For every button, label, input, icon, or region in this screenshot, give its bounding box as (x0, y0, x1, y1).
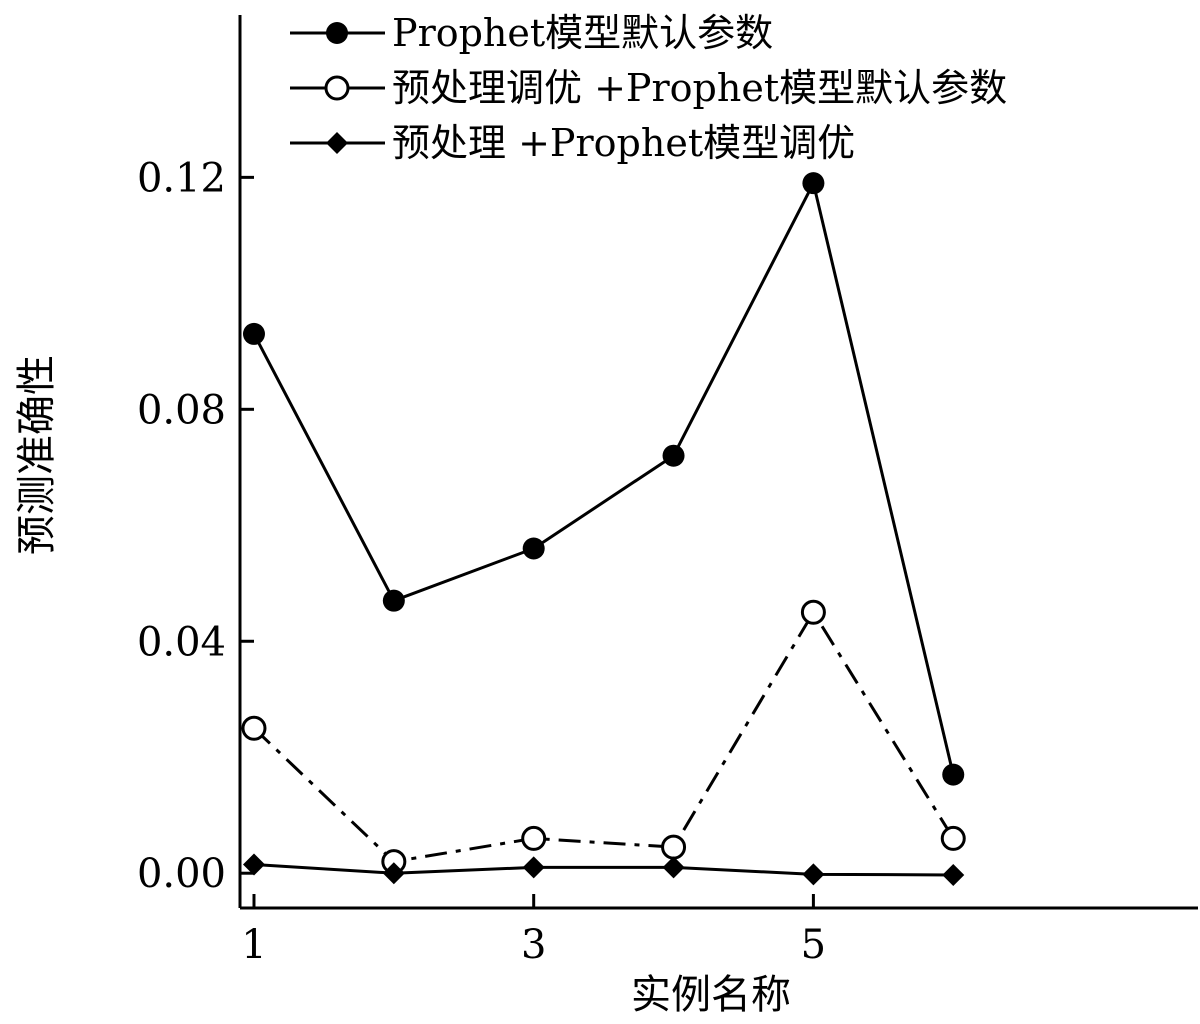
legend-marker (326, 22, 348, 44)
y-axis-title: 预测准确性 (14, 355, 60, 555)
legend-label: 预处理 +Prophet模型调优 (392, 121, 855, 165)
series-1-line (252, 181, 955, 775)
series-1 (242, 172, 965, 786)
series-1-point (942, 763, 965, 786)
series-2-point (241, 715, 267, 741)
series-2-point (940, 825, 966, 851)
x-axis-title: 实例名称 (631, 972, 791, 1018)
y-tick-label: 0.12 (137, 155, 226, 201)
series-3 (242, 853, 965, 886)
series-3-point (382, 862, 405, 885)
x-tick-label: 5 (801, 922, 826, 968)
y-tick-label: 0.00 (137, 851, 226, 897)
series-1-point (522, 537, 545, 560)
y-tick-label: 0.04 (137, 619, 226, 665)
series-1-point (382, 589, 405, 612)
series-2-point (521, 825, 547, 851)
axes (238, 15, 1198, 910)
legend-label: Prophet模型默认参数 (392, 11, 773, 55)
series-2-point (661, 834, 687, 860)
x-tick-label: 1 (241, 922, 266, 968)
series-3-point (522, 856, 545, 879)
legend-label: 预处理调优 +Prophet模型默认参数 (392, 66, 1007, 110)
legend-item-1: Prophet模型默认参数 (290, 11, 773, 55)
series-1-point (662, 444, 685, 467)
series-3-point (242, 853, 265, 876)
series-1-point (802, 172, 825, 195)
series-2 (241, 599, 966, 875)
legend-item-3: 预处理 +Prophet模型调优 (290, 121, 855, 165)
series-1-point (242, 322, 265, 345)
series-layer (241, 172, 966, 886)
x-ticks: 1 3 5 (241, 894, 826, 968)
series-3-point (662, 856, 685, 879)
legend-marker (324, 75, 350, 101)
series-2-point (800, 599, 826, 625)
series-3-point (942, 863, 965, 886)
x-tick-label: 3 (521, 922, 546, 968)
legend-marker (326, 132, 348, 154)
series-2-line (252, 610, 955, 864)
y-tick-label: 0.08 (137, 387, 226, 433)
y-ticks: 0.00 0.04 0.08 0.12 (137, 155, 254, 897)
series-3-line (253, 863, 954, 877)
series-3-point (802, 863, 825, 886)
legend-item-2: 预处理调优 +Prophet模型默认参数 (290, 66, 1007, 110)
